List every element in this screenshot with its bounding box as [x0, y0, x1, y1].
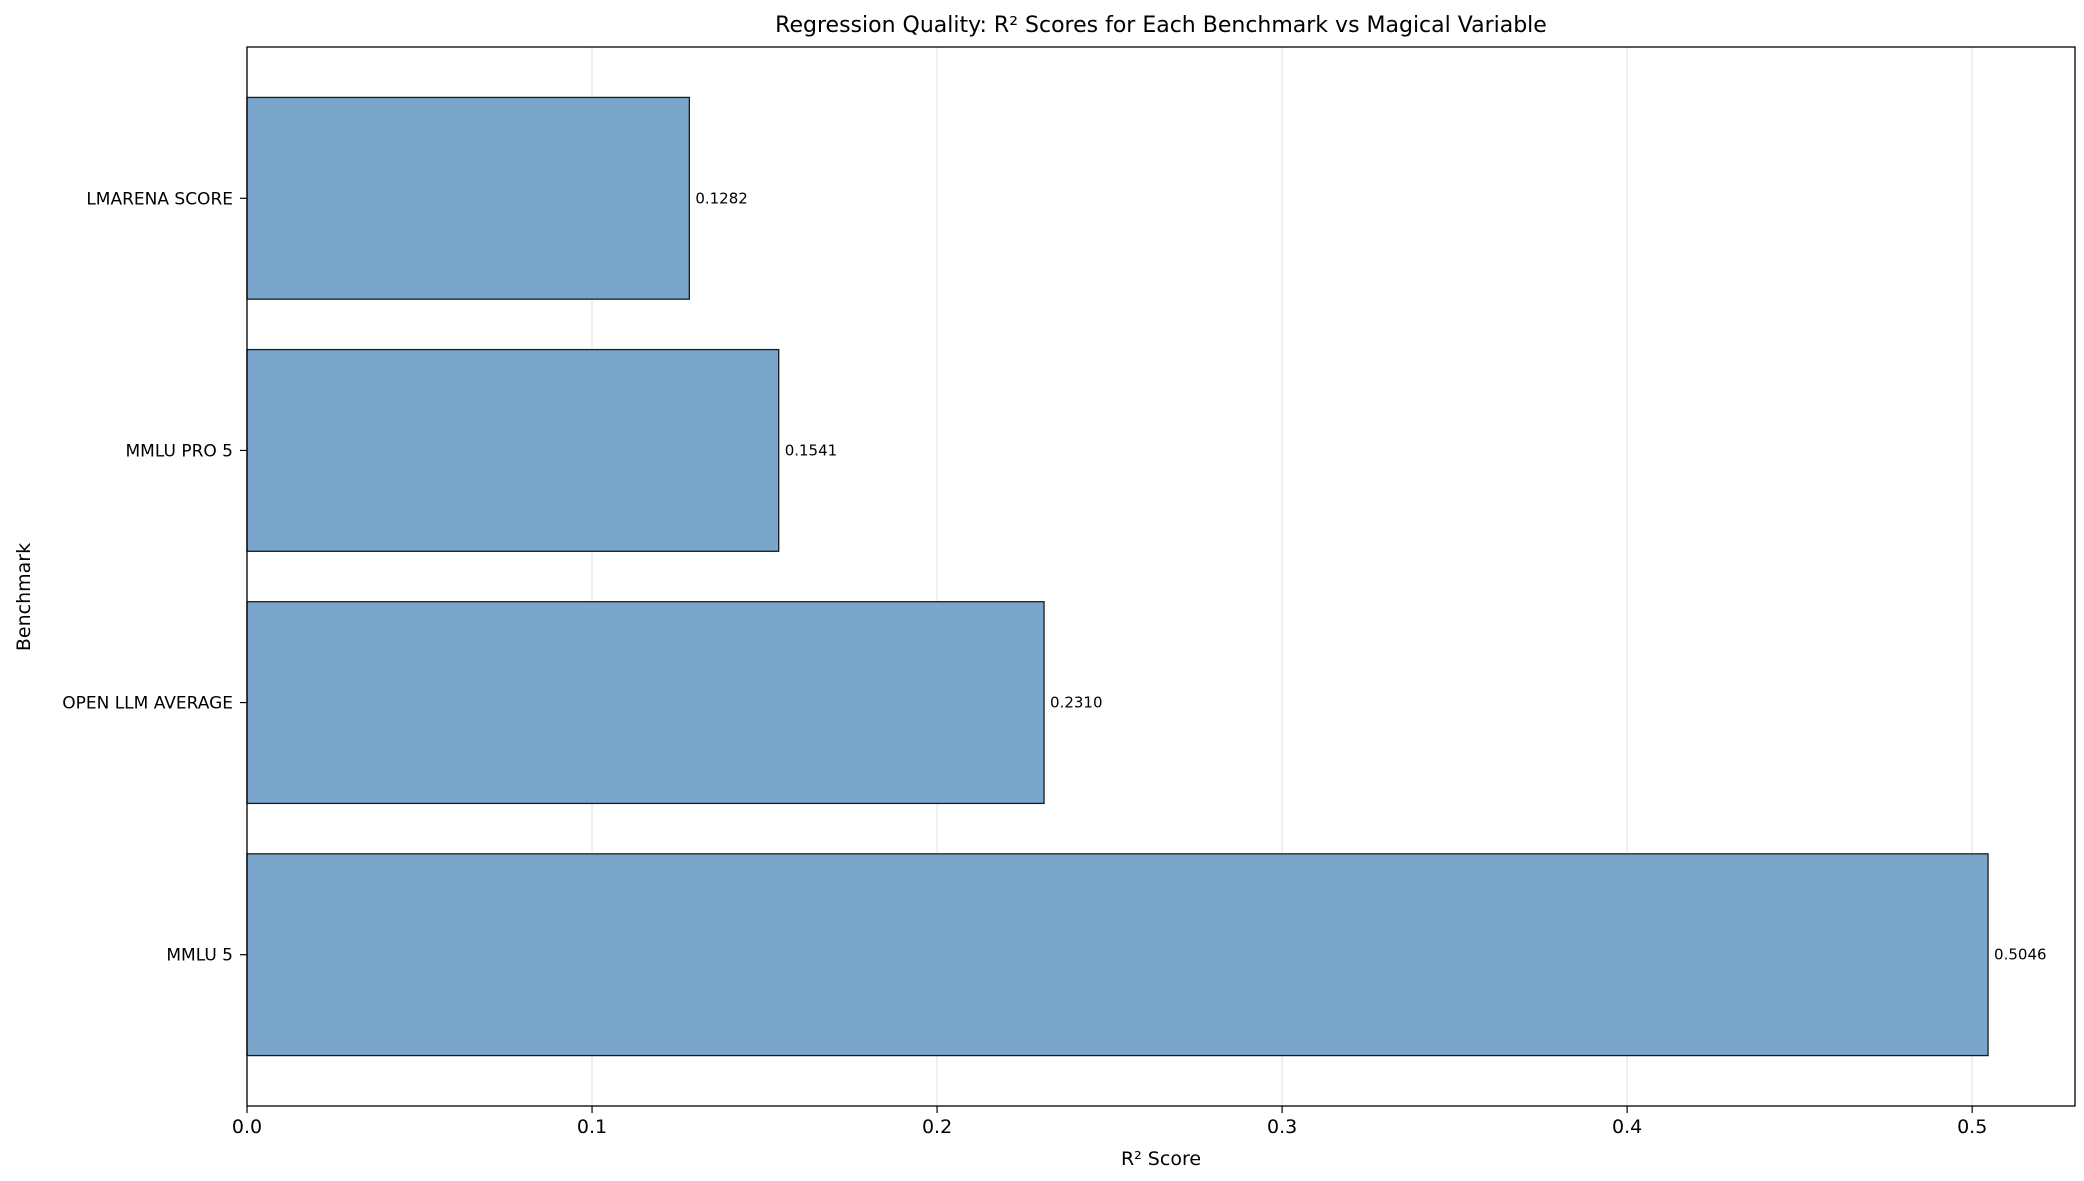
- y-tick-label: MMLU 5: [166, 946, 233, 966]
- x-axis-label: R² Score: [1121, 1148, 1201, 1170]
- y-axis-label: Benchmark: [13, 543, 35, 651]
- x-tick-label: 0.0: [232, 1116, 262, 1138]
- bar-value-label: 0.1541: [785, 441, 838, 459]
- bar-value-label: 0.1282: [695, 189, 748, 207]
- x-tick-label: 0.4: [1612, 1116, 1642, 1138]
- bar-mmlu-pro-5: [246, 348, 780, 552]
- chart-title: Regression Quality: R² Scores for Each B…: [775, 13, 1547, 38]
- y-tick-label: OPEN LLM AVERAGE: [62, 694, 233, 714]
- x-tick-label: 0.5: [1957, 1116, 1987, 1138]
- bar-lmarena-score: [246, 96, 690, 300]
- bar-open-llm-average: [246, 601, 1045, 805]
- plot-frame: [246, 46, 2076, 1107]
- data-labels: 0.1282 0.1541 0.2310 0.5046: [695, 189, 2046, 963]
- bars: [246, 96, 1989, 1057]
- y-tick-label: LMARENA SCORE: [86, 189, 233, 209]
- x-tick-label: 0.2: [922, 1116, 952, 1138]
- bar-mmlu-5: [246, 853, 1989, 1057]
- bar-value-label: 0.5046: [1994, 946, 2047, 964]
- y-tick-label: MMLU PRO 5: [126, 441, 233, 461]
- bar-value-label: 0.2310: [1050, 694, 1103, 712]
- x-tick-label: 0.1: [577, 1116, 607, 1138]
- x-tick-label: 0.3: [1267, 1116, 1297, 1138]
- y-axis-ticks: LMARENA SCORE MMLU PRO 5 OPEN LLM AVERAGE M…: [62, 189, 247, 966]
- x-axis-ticks: 0.0 0.1 0.2 0.3 0.4 0.5: [232, 1106, 1987, 1138]
